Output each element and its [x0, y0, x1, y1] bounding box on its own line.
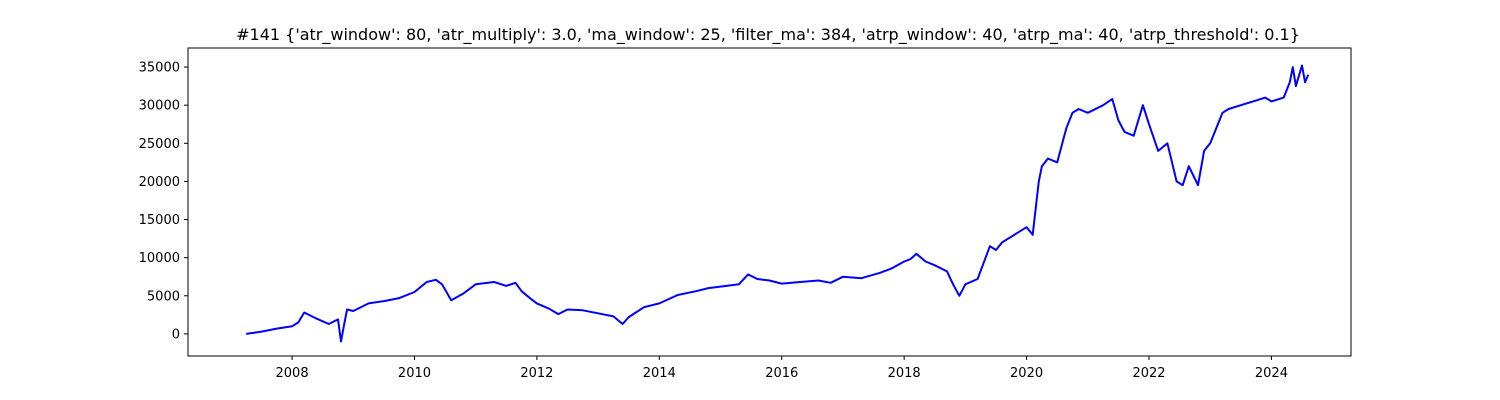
- y-tick-label: 15000: [139, 213, 180, 228]
- series-line-0: [246, 64, 1310, 343]
- plot-frame: [187, 47, 1352, 357]
- x-tick-label: 2018: [888, 366, 921, 381]
- y-tick-label: 5000: [147, 289, 180, 304]
- y-tick-label: 30000: [139, 99, 180, 114]
- y-tick-label: 20000: [139, 175, 180, 190]
- y-tick-label: 25000: [139, 137, 180, 152]
- y-tick-label: 10000: [139, 251, 180, 266]
- y-tick-label: 35000: [139, 61, 180, 76]
- x-tick-label: 2008: [276, 366, 309, 381]
- y-tick-label: 0: [172, 327, 180, 342]
- x-tick-label: 2012: [520, 366, 553, 381]
- plot-area: [246, 64, 1310, 343]
- chart-title: #141 {'atr_window': 80, 'atr_multiply': …: [236, 25, 1300, 45]
- x-tick-label: 2020: [1010, 366, 1043, 381]
- x-tick-label: 2022: [1132, 366, 1165, 381]
- x-tick-label: 2016: [765, 366, 798, 381]
- x-tick-label: 2010: [398, 366, 431, 381]
- x-tick-label: 2024: [1255, 366, 1288, 381]
- x-tick-label: 2014: [643, 366, 676, 381]
- x-axis: 2008 2010 2012 2014 2016 2018 2020 2022 2024: [276, 356, 1288, 381]
- y-axis: 0 5000 10000 15000 20000 25000 30000 35000: [139, 61, 188, 342]
